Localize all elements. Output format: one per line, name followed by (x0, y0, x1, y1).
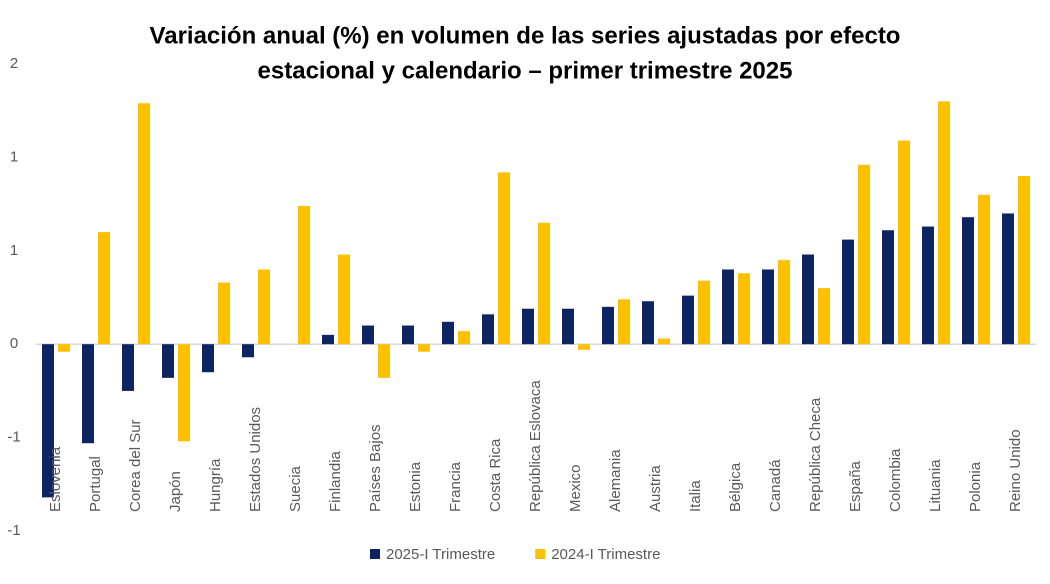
bar (138, 103, 150, 345)
legend-label: 2024-I Trimestre (551, 546, 660, 563)
bar (778, 260, 790, 345)
bar (818, 288, 830, 345)
bar (498, 172, 510, 345)
x-tick-label: España (847, 460, 864, 512)
bar (82, 344, 94, 444)
bar (938, 101, 950, 345)
bar (58, 344, 70, 352)
bar (122, 344, 134, 391)
bar (362, 325, 374, 345)
legend-label: 2025-I Trimestre (386, 546, 495, 563)
y-tick-label: 0 (10, 335, 18, 352)
bar (698, 280, 710, 345)
bar (42, 344, 54, 498)
y-tick-label: -1 (7, 522, 20, 539)
bar (962, 217, 974, 345)
bar (922, 226, 934, 345)
x-tick-label: Alemania (607, 449, 624, 512)
bar (682, 295, 694, 345)
bar (402, 325, 414, 345)
x-tick-label: República Checa (807, 397, 824, 512)
x-tick-label: Portugal (87, 456, 104, 512)
bar (442, 321, 454, 345)
x-tick-label: Corea del Sur (127, 419, 144, 512)
x-tick-label: Costa Rica (487, 438, 504, 512)
bar (202, 344, 214, 373)
bar (642, 301, 654, 345)
bar (538, 222, 550, 345)
bar (1018, 176, 1030, 345)
chart-title: Variación anual (%) en volumen de las se… (150, 22, 901, 49)
bar (522, 308, 534, 345)
bar (218, 282, 230, 345)
x-tick-label: Hungría (207, 458, 224, 512)
bar (978, 194, 990, 345)
x-tick-label: Suecia (287, 465, 304, 512)
bar (378, 344, 390, 378)
bar (602, 306, 614, 345)
bar (162, 344, 174, 378)
bar (762, 269, 774, 345)
x-tick-label: Finlandia (327, 450, 344, 512)
legend-swatch (535, 549, 546, 559)
y-tick-label: -1 (7, 429, 20, 446)
x-tick-label: Austria (647, 465, 664, 512)
bar (338, 254, 350, 345)
x-tick-label: Estonia (407, 461, 424, 512)
bar (842, 239, 854, 345)
bar (418, 344, 430, 352)
x-tick-label: Países Bajos (367, 424, 384, 512)
x-tick-label: Estados Unidos (247, 407, 264, 512)
y-tick-label: 1 (10, 242, 18, 259)
bar (98, 232, 110, 345)
bar (298, 205, 310, 345)
x-tick-label: Polonia (967, 461, 984, 512)
x-tick-label: Bélgica (727, 462, 744, 512)
bar (802, 254, 814, 345)
bar (738, 273, 750, 345)
bar (458, 331, 470, 345)
x-tick-label: Francia (447, 461, 464, 512)
x-tick-label: Reino Unido (1007, 429, 1024, 512)
bar (1002, 213, 1014, 345)
x-tick-label: Eslovenia (47, 446, 64, 512)
x-tick-label: República Eslovaca (527, 380, 544, 512)
x-tick-label: Canadá (767, 459, 784, 512)
x-tick-label: Colombia (887, 448, 904, 512)
bar (562, 308, 574, 345)
bar (258, 269, 270, 345)
x-tick-label: Lituania (927, 459, 944, 512)
bar (578, 344, 590, 350)
x-tick-label: Mexico (567, 464, 584, 512)
bar (618, 299, 630, 345)
x-tick-label: Japón (167, 471, 184, 512)
y-tick-label: 1 (10, 148, 18, 165)
bar (858, 164, 870, 345)
bar (482, 314, 494, 345)
bar (898, 140, 910, 345)
bar (658, 338, 670, 345)
bar (722, 269, 734, 345)
chart-title: estacional y calendario – primer trimest… (258, 57, 793, 84)
y-tick-label: 2 (10, 55, 18, 72)
x-tick-label: Italia (687, 480, 704, 512)
bar (178, 344, 190, 442)
bar (322, 334, 334, 345)
bar (882, 230, 894, 345)
bar (242, 344, 254, 358)
legend-swatch (370, 549, 380, 559)
